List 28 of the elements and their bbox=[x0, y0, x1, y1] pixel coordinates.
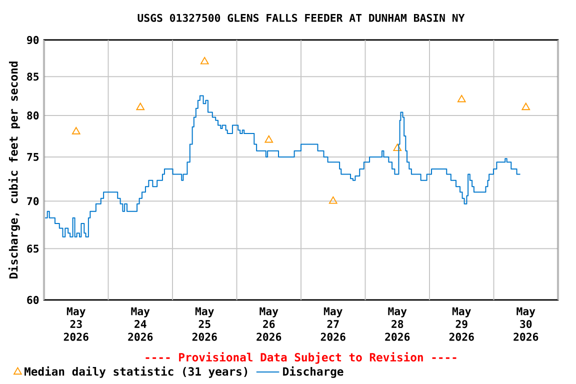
y-tick-label: 90 bbox=[27, 36, 39, 44]
x-tick-label: May 30 2026 bbox=[514, 307, 538, 341]
y-tick-label: 75 bbox=[27, 152, 39, 161]
x-tick-label: May 25 2026 bbox=[192, 307, 217, 341]
y-tick-label: 80 bbox=[27, 111, 39, 120]
x-tick-label: May 27 2026 bbox=[320, 307, 346, 341]
point bbox=[457, 94, 466, 102]
y-tick-label: 60 bbox=[27, 296, 39, 304]
y-tick-label: 65 bbox=[27, 244, 39, 253]
x-tick-label: May 29 2026 bbox=[449, 307, 474, 341]
point bbox=[522, 102, 530, 110]
y-tick-label: 70 bbox=[27, 197, 39, 206]
point bbox=[393, 144, 402, 152]
point bbox=[136, 102, 145, 110]
x-tick-label: May 26 2026 bbox=[256, 307, 282, 341]
y-tick-label: 85 bbox=[27, 72, 39, 81]
y-axis-title: Discharge, cubic feet per second bbox=[8, 62, 20, 278]
text: ---- Provisional Data Subject to Revision ---- bbox=[146, 352, 456, 364]
point bbox=[200, 56, 209, 64]
legend-label: Median daily statistic (31 years) bbox=[24, 366, 248, 378]
legend-label: Discharge bbox=[283, 366, 344, 378]
chart-title: USGS 01327500 GLENS FALLS FEEDER AT DUNHAM BASIN NY bbox=[138, 14, 465, 22]
point bbox=[328, 196, 338, 204]
x-tick-label: May 28 2026 bbox=[385, 307, 410, 341]
x-tick-label: May 24 2026 bbox=[128, 307, 153, 341]
point bbox=[264, 135, 274, 143]
x-tick-label: May 23 2026 bbox=[64, 307, 88, 341]
point bbox=[72, 127, 80, 134]
